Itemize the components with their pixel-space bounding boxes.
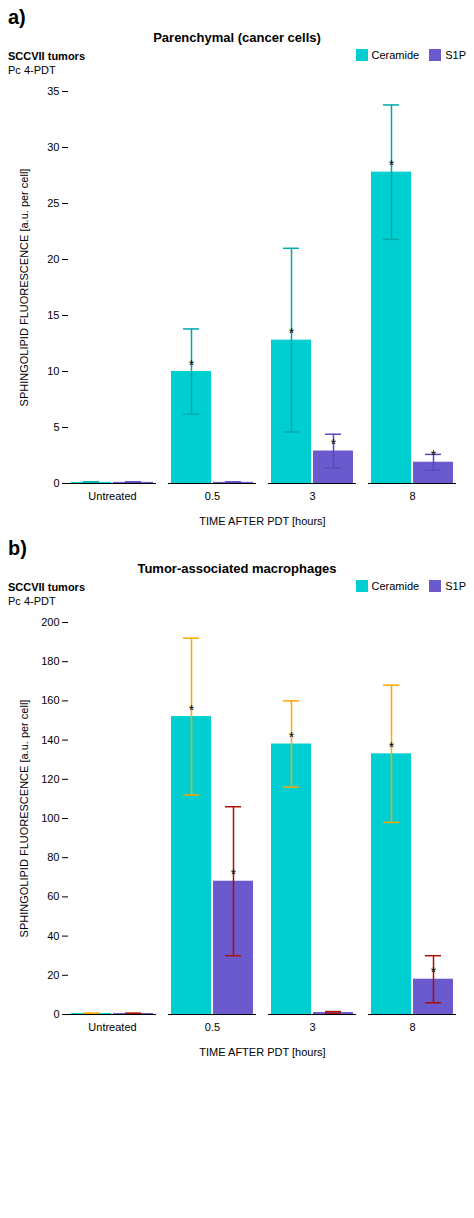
svg-text:5: 5 bbox=[53, 421, 59, 433]
svg-text:Untreated: Untreated bbox=[88, 490, 136, 502]
svg-text:*: * bbox=[431, 964, 437, 980]
svg-text:*: * bbox=[331, 436, 337, 452]
svg-text:0: 0 bbox=[53, 1008, 59, 1020]
svg-text:10: 10 bbox=[47, 365, 59, 377]
svg-text:*: * bbox=[189, 702, 195, 718]
svg-text:25: 25 bbox=[47, 197, 59, 209]
svg-text:8: 8 bbox=[409, 1021, 415, 1033]
html-text:Parenchymal (cancer cells): Parenchymal (cancer cells) bbox=[153, 30, 321, 45]
svg-text:20: 20 bbox=[47, 969, 59, 981]
svg-text:*: * bbox=[289, 729, 295, 745]
svg-text:40: 40 bbox=[47, 930, 59, 942]
html-text:Tumor-associated macrophages: Tumor-associated macrophages bbox=[137, 561, 337, 576]
svg-text:*: * bbox=[231, 866, 237, 882]
html-text:Ceramide: Ceramide bbox=[371, 580, 420, 592]
svg-text:60: 60 bbox=[47, 890, 59, 902]
svg-text:*: * bbox=[189, 357, 195, 373]
svg-text:Untreated: Untreated bbox=[88, 1021, 136, 1033]
svg-text:0: 0 bbox=[53, 477, 59, 489]
svg-text:30: 30 bbox=[47, 141, 59, 153]
svg-text:80: 80 bbox=[47, 851, 59, 863]
html-text:a): a) bbox=[8, 6, 26, 28]
svg-text:20: 20 bbox=[47, 253, 59, 265]
html-text:Pc 4-PDT: Pc 4-PDT bbox=[8, 595, 56, 607]
svg-text:*: * bbox=[431, 447, 437, 463]
svg-text:15: 15 bbox=[47, 309, 59, 321]
svg-text:100: 100 bbox=[41, 812, 59, 824]
svg-text:*: * bbox=[389, 739, 395, 755]
svg-text:35: 35 bbox=[47, 85, 59, 97]
html-text:b): b) bbox=[8, 537, 27, 559]
svg-text:*: * bbox=[289, 325, 295, 341]
html-text:S1P: S1P bbox=[445, 580, 466, 592]
html-text:Pc 4-PDT: Pc 4-PDT bbox=[8, 64, 56, 76]
html-text:SCCVII tumors: SCCVII tumors bbox=[8, 50, 85, 62]
svg-text:180: 180 bbox=[41, 655, 59, 667]
html-text:Ceramide: Ceramide bbox=[371, 49, 420, 61]
html-text:SCCVII tumors: SCCVII tumors bbox=[8, 581, 85, 593]
svg-text:SPHINGOLIPID FLUORESCENCE [a.u: SPHINGOLIPID FLUORESCENCE [a.u. per cell… bbox=[18, 169, 30, 407]
svg-text:8: 8 bbox=[409, 490, 415, 502]
svg-text:160: 160 bbox=[41, 694, 59, 706]
svg-text:SPHINGOLIPID FLUORESCENCE [a.u: SPHINGOLIPID FLUORESCENCE [a.u. per cell… bbox=[18, 700, 30, 938]
svg-text:0.5: 0.5 bbox=[205, 490, 220, 502]
html-text:S1P: S1P bbox=[445, 49, 466, 61]
svg-text:*: * bbox=[389, 157, 395, 173]
svg-text:3: 3 bbox=[309, 490, 315, 502]
svg-text:TIME AFTER PDT [hours]: TIME AFTER PDT [hours] bbox=[199, 1046, 325, 1058]
svg-text:140: 140 bbox=[41, 734, 59, 746]
svg-text:200: 200 bbox=[41, 616, 59, 628]
svg-text:0.5: 0.5 bbox=[205, 1021, 220, 1033]
svg-text:TIME AFTER PDT [hours]: TIME AFTER PDT [hours] bbox=[199, 515, 325, 527]
svg-text:3: 3 bbox=[309, 1021, 315, 1033]
svg-text:120: 120 bbox=[41, 773, 59, 785]
